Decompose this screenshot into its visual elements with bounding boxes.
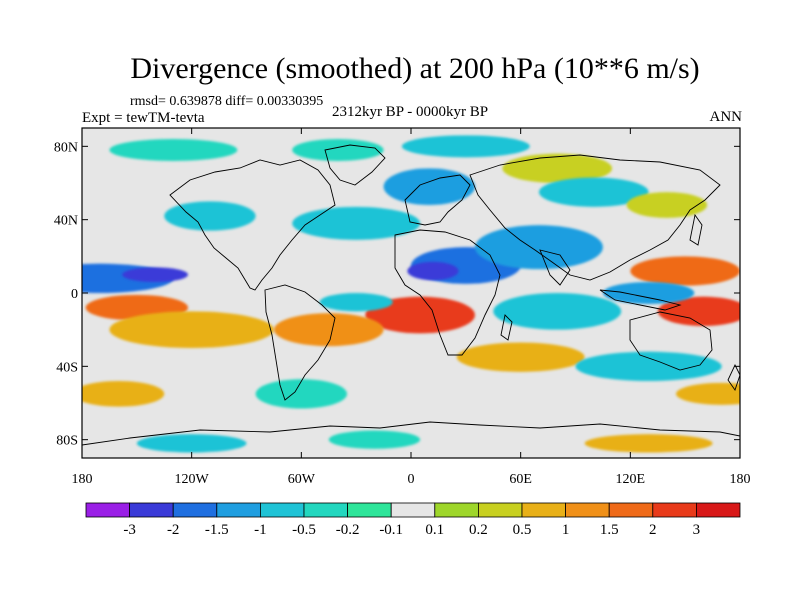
field-region [122, 267, 189, 282]
lat-tick-label: 40S [56, 360, 78, 375]
lat-tick-label: 80N [54, 140, 78, 155]
lat-tick-label: 0 [71, 287, 78, 302]
field-region [626, 192, 708, 218]
colorbar-swatch [652, 502, 697, 518]
field-region [292, 206, 421, 240]
time-range-label: 2312kyr BP - 0000kyr BP [331, 104, 489, 120]
field-region [164, 201, 256, 231]
lon-tick-label: 60E [509, 472, 532, 487]
colorbar-swatch [565, 502, 610, 518]
plot-title: Divergence (smoothed) at 200 hPa (10**6 … [130, 52, 700, 85]
colorbar-label: -0.2 [336, 522, 360, 538]
field-region [456, 342, 585, 372]
colorbar-label: -3 [123, 522, 136, 538]
colorbar-label: -0.1 [379, 522, 403, 538]
field-region [474, 225, 603, 270]
colorbar-label: -2 [167, 522, 180, 538]
colorbar-label: 0.5 [513, 522, 532, 538]
field-region [328, 430, 421, 449]
colorbar-label: 0.2 [469, 522, 488, 538]
experiment-label: Expt = tewTM-tevta [82, 110, 205, 126]
colorbar-swatch [521, 502, 566, 518]
colorbar-swatch [172, 502, 218, 518]
field-region [584, 434, 713, 453]
field-region [383, 168, 475, 206]
colorbar-label: 1.5 [600, 522, 619, 538]
lon-tick-label: 120E [616, 472, 646, 487]
stats-line: rmsd= 0.639878 diff= 0.00330395 [130, 94, 324, 109]
field-region [273, 313, 384, 347]
lat-tick-label: 80S [56, 434, 78, 449]
field-region [575, 351, 722, 382]
colorbar-swatch [129, 502, 174, 518]
field-region [657, 296, 740, 326]
field-region [502, 153, 613, 183]
field-region [630, 256, 740, 286]
colorbar-label: -1.5 [205, 522, 229, 538]
colorbar: -3 -2 -1.5 -1 -0.5 -0.2 -0.1 0.1 0.2 0.5 1 1.5 2 3 [85, 502, 741, 538]
colorbar-swatch [608, 502, 654, 518]
colorbar-swatch [216, 502, 261, 518]
lon-tick-label: 180 [730, 472, 751, 487]
season-label: ANN [709, 109, 743, 125]
colorbar-label: -0.5 [292, 522, 316, 538]
field-region [538, 177, 649, 207]
field-region [109, 139, 238, 161]
colorbar-swatch [303, 502, 348, 518]
colorbar-swatch [85, 502, 130, 518]
field-region [136, 434, 247, 453]
colorbar-label: 1 [562, 522, 570, 538]
axis-ticks: 80N 40N 0 40S 80S 180 120W 60W 0 60E 120E 180 [54, 128, 751, 487]
field-region [365, 296, 475, 334]
lon-tick-label: 180 [72, 472, 93, 487]
colorbar-swatch [696, 502, 741, 518]
field-region [493, 293, 622, 330]
lon-tick-label: 0 [408, 472, 415, 487]
field-region [255, 379, 348, 409]
field-region [407, 261, 459, 281]
field-region [292, 139, 384, 161]
colorbar-swatch [259, 502, 305, 518]
field-layer [82, 135, 740, 453]
field-region [401, 135, 530, 158]
field-region [82, 381, 165, 407]
field-region [109, 311, 274, 348]
colorbar-swatch [390, 502, 436, 518]
colorbar-label: -1 [254, 522, 267, 538]
colorbar-swatch [347, 502, 392, 518]
field-region [676, 382, 740, 405]
lon-tick-label: 120W [175, 472, 210, 487]
lon-tick-label: 60W [288, 472, 316, 487]
colorbar-label: 0.1 [425, 522, 444, 538]
lat-tick-label: 40N [54, 214, 78, 229]
colorbar-label: 2 [649, 522, 657, 538]
coastlines [82, 144, 740, 446]
colorbar-label: 3 [693, 522, 701, 538]
colorbar-swatch [477, 502, 523, 518]
colorbar-swatch [434, 502, 479, 518]
field-region [319, 293, 393, 312]
field-region [602, 282, 695, 304]
